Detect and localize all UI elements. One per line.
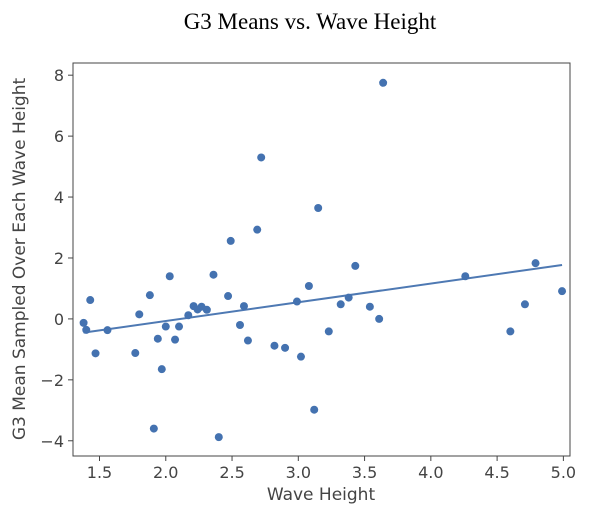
data-point — [135, 310, 144, 319]
data-point — [365, 302, 374, 311]
plot-area-frame — [72, 62, 571, 457]
data-point — [79, 318, 88, 327]
data-point — [270, 341, 279, 350]
y-tick-label: −4 — [40, 432, 64, 451]
data-point — [379, 78, 388, 87]
data-point — [91, 349, 100, 358]
data-point — [281, 343, 290, 352]
data-point — [336, 300, 345, 309]
data-point — [161, 322, 170, 331]
data-point — [153, 334, 162, 343]
data-point — [310, 405, 319, 414]
x-axis: 1.5 2.0 2.5 3.0 3.5 4.0 4.5 5.0 — [87, 456, 576, 482]
x-tick-label: 4.0 — [418, 463, 443, 482]
x-tick-label: 1.5 — [87, 463, 112, 482]
y-tick-label: 6 — [54, 127, 64, 146]
data-point — [184, 311, 193, 320]
data-point — [520, 300, 529, 309]
y-tick-label: 4 — [54, 188, 64, 207]
chart-title: G3 Means vs. Wave Height — [184, 9, 437, 34]
data-point — [375, 314, 384, 323]
y-axis: −4 −2 0 2 4 6 8 — [40, 66, 73, 451]
data-point — [324, 327, 333, 336]
x-tick-label: 2.0 — [153, 463, 178, 482]
data-point — [202, 305, 211, 314]
data-point — [175, 322, 184, 331]
data-point — [314, 204, 323, 213]
x-tick-label: 5.0 — [551, 463, 576, 482]
data-point — [209, 270, 218, 279]
x-tick-label: 3.5 — [352, 463, 377, 482]
y-tick-label: −2 — [40, 371, 64, 390]
data-point — [82, 325, 91, 334]
data-point — [103, 326, 112, 335]
x-tick-label: 2.5 — [219, 463, 244, 482]
data-point — [257, 153, 266, 162]
data-point — [506, 327, 515, 336]
data-point — [351, 261, 360, 270]
data-point — [344, 293, 353, 302]
x-tick-label: 4.5 — [484, 463, 509, 482]
data-points — [79, 78, 567, 442]
y-tick-label: 8 — [54, 66, 64, 85]
x-tick-label: 3.0 — [286, 463, 311, 482]
data-point — [304, 282, 313, 291]
data-point — [235, 321, 244, 329]
data-point — [558, 287, 567, 296]
data-point — [224, 292, 233, 301]
trend-line — [83, 263, 563, 334]
data-point — [243, 336, 252, 345]
y-tick-label: 2 — [54, 249, 64, 268]
y-tick-label: 0 — [54, 310, 64, 329]
data-point — [253, 225, 262, 234]
data-point — [461, 272, 470, 281]
data-point — [531, 259, 540, 268]
data-point — [171, 335, 180, 344]
data-point — [296, 352, 305, 361]
data-point — [157, 365, 166, 374]
trend-line-group — [83, 263, 563, 334]
data-point — [86, 296, 95, 305]
data-point — [239, 302, 248, 311]
data-point — [292, 297, 301, 306]
data-point — [165, 272, 174, 281]
x-axis-label: Wave Height — [267, 485, 376, 505]
data-point — [149, 424, 158, 433]
data-point — [214, 433, 223, 442]
data-point — [226, 236, 235, 245]
data-point — [145, 291, 154, 300]
data-point — [131, 349, 140, 358]
y-axis-label: G3 Mean Sampled Over Each Wave Height — [10, 78, 30, 441]
